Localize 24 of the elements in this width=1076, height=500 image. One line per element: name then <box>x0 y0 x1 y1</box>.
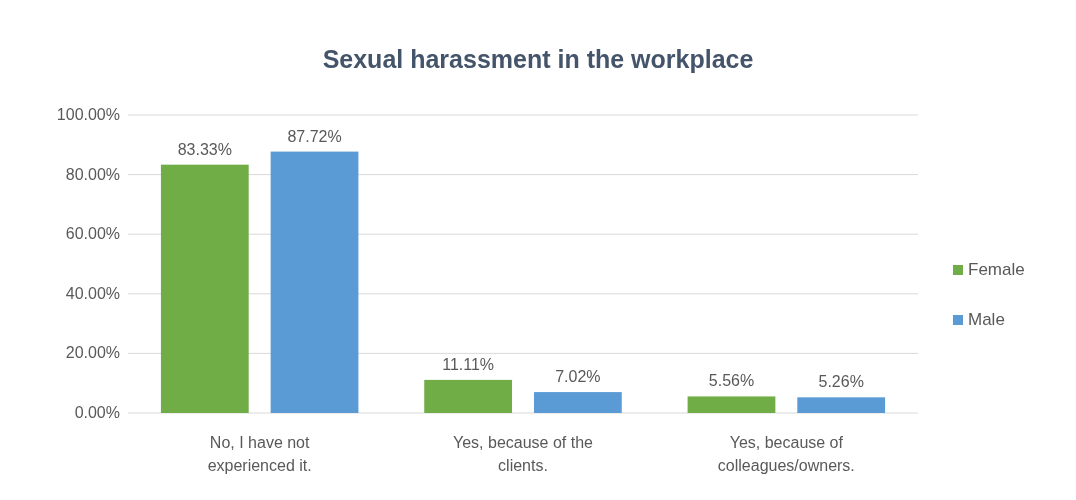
data-label: 5.26% <box>818 373 864 391</box>
y-tick-label: 20.00% <box>65 344 120 362</box>
chart-title: Sexual harassment in the workplace <box>322 45 754 73</box>
bar <box>270 151 359 413</box>
legend-label: Male <box>968 310 1005 329</box>
bar <box>533 392 622 413</box>
data-label: 87.72% <box>287 127 342 145</box>
data-label: 83.33% <box>177 140 232 158</box>
data-label: 5.56% <box>708 372 755 390</box>
y-tick-label: 60.00% <box>65 225 120 243</box>
y-tick-label: 100.00% <box>56 106 120 123</box>
x-tick-label: Yes, because of colleagues/owners. <box>717 434 855 474</box>
bar <box>424 379 513 413</box>
bar <box>797 397 886 413</box>
bar <box>687 396 776 413</box>
y-tick-label: 40.00% <box>65 284 120 302</box>
legend-label: Female <box>968 260 1025 279</box>
bar <box>160 164 249 413</box>
data-label: 11.11% <box>442 355 495 373</box>
y-tick-label: 80.00% <box>65 165 120 183</box>
data-label: 7.02% <box>555 368 601 386</box>
y-tick-label: 0.00% <box>74 404 120 421</box>
x-tick-label: No, I have not experienced it. <box>207 434 312 474</box>
x-tick-label: Yes, because of the clients. <box>453 434 594 474</box>
